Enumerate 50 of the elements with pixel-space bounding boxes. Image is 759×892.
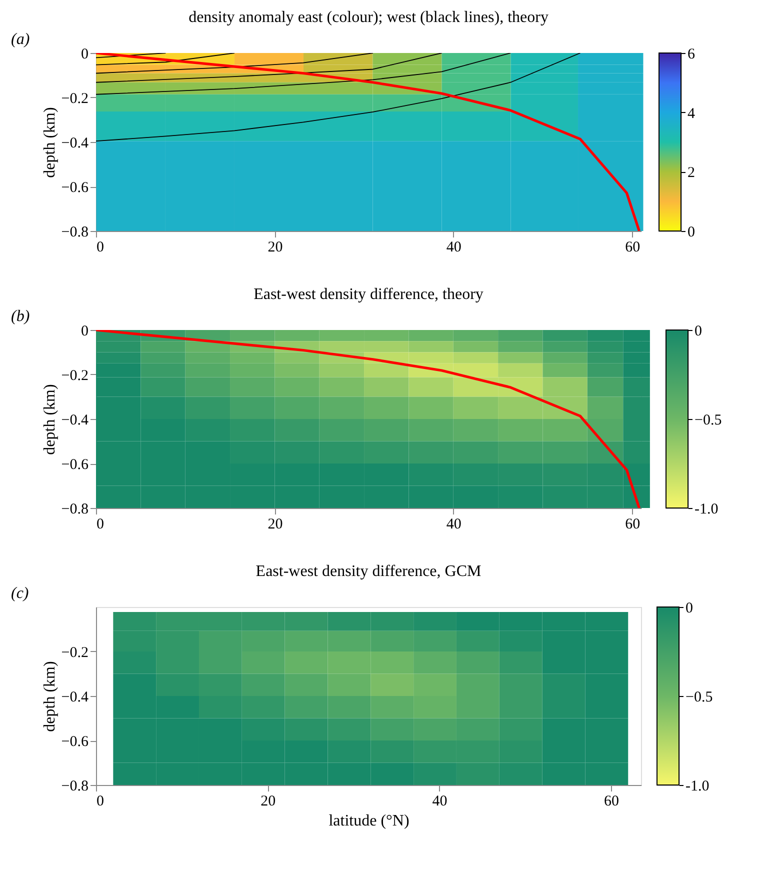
- y-axis-title: depth (km): [41, 661, 58, 732]
- y-tick-label: −0.4: [61, 136, 89, 152]
- line-series: [96, 53, 512, 95]
- line-series: [96, 53, 581, 142]
- color-bar-label: −0.5: [686, 690, 713, 706]
- color-bar-label: −0.5: [694, 412, 722, 428]
- x-tick-label: 20: [268, 240, 283, 256]
- x-tick-label: 60: [625, 240, 640, 256]
- chart-title: density anomaly east (colour); west (black lines), theory: [188, 9, 548, 26]
- text: (b): [11, 308, 30, 325]
- y-tick-label: −0.4: [61, 690, 89, 706]
- y-tick-label: −0.2: [61, 91, 88, 107]
- color-bar-label: 0: [694, 324, 702, 340]
- color-bar-label: 2: [688, 165, 695, 182]
- y-tick-label: −0.2: [61, 368, 88, 384]
- x-tick-label: 20: [260, 794, 276, 810]
- y-axis-title: depth (km): [41, 107, 58, 178]
- color-bar-label: 0: [688, 224, 695, 240]
- y-tick-label: −0.8: [61, 502, 88, 518]
- color-bar-label: 6: [688, 46, 696, 62]
- y-tick-label: 0: [81, 46, 88, 62]
- chart-title: East-west density difference, GCM: [256, 563, 482, 580]
- x-tick-label: 0: [96, 240, 104, 256]
- color-bar-label: 0: [686, 600, 693, 616]
- y-tick-label: −0.8: [61, 224, 88, 240]
- y-tick-label: −0.4: [61, 412, 89, 428]
- y-tick-label: −0.6: [61, 180, 89, 196]
- y-tick-label: −0.2: [61, 645, 88, 661]
- x-tick-label: 40: [432, 794, 448, 810]
- x-tick-label: 0: [96, 516, 104, 532]
- text: (a): [11, 31, 30, 48]
- y-tick-label: 0: [81, 324, 88, 340]
- x-tick-label: 40: [446, 516, 462, 532]
- color-bar-label: -1.0: [694, 502, 718, 518]
- x-tick-label: 60: [625, 516, 640, 532]
- line-series: [96, 53, 442, 83]
- x-tick-label: 60: [604, 794, 619, 810]
- line-series: [96, 53, 374, 74]
- x-tick-label: 20: [268, 516, 283, 532]
- color-bar-label: -1.0: [686, 778, 710, 794]
- x-axis-title: latitude (°N): [328, 812, 410, 830]
- x-tick-label: 0: [96, 794, 104, 810]
- x-tick-label: 40: [446, 240, 462, 256]
- y-tick-label: −0.8: [61, 778, 88, 794]
- chart-title: East-west density difference, theory: [254, 286, 484, 303]
- text: (c): [11, 585, 29, 602]
- y-tick-label: −0.6: [61, 457, 89, 473]
- color-bar-label: 4: [688, 106, 696, 122]
- y-axis-title: depth (km): [41, 384, 58, 455]
- y-tick-label: −0.6: [61, 734, 89, 750]
